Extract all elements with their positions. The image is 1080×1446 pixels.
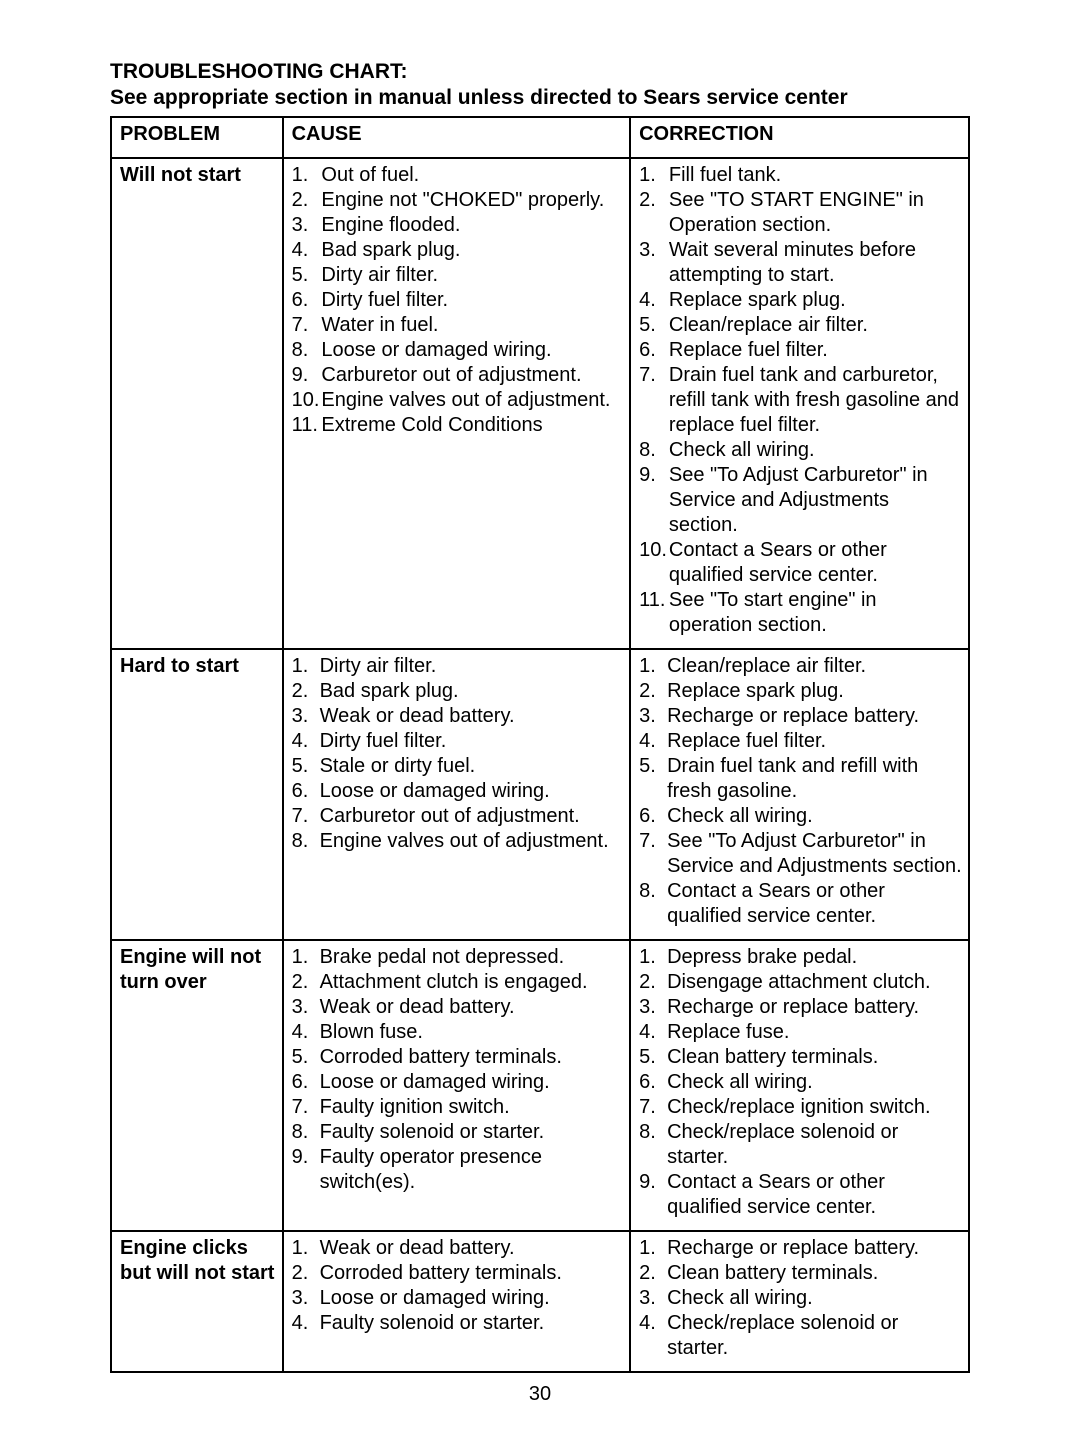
troubleshooting-table: PROBLEM CAUSE CORRECTION Will not start1… [110, 116, 970, 1373]
cause-cell: 1.Weak or dead battery.2.Corroded batter… [283, 1231, 630, 1372]
header-cause: CAUSE [283, 117, 630, 158]
table-row: Engine will not turn over1.Brake pedal n… [111, 940, 969, 1231]
correction-cell: 1.Depress brake pedal.2.Disengage attach… [630, 940, 969, 1231]
page-number: 30 [110, 1383, 970, 1406]
header-problem: PROBLEM [111, 117, 283, 158]
table-row: Will not start1.Out of fuel.2.Engine not… [111, 158, 969, 649]
cause-cell: 1.Out of fuel.2.Engine not "CHOKED" prop… [283, 158, 630, 649]
cause-cell: 1.Dirty air filter.2.Bad spark plug.3.We… [283, 649, 630, 940]
problem-cell: Engine clicks but will not start [111, 1231, 283, 1372]
problem-cell: Hard to start [111, 649, 283, 940]
correction-cell: 1.Recharge or replace battery.2.Clean ba… [630, 1231, 969, 1372]
header-correction: CORRECTION [630, 117, 969, 158]
table-header-row: PROBLEM CAUSE CORRECTION [111, 117, 969, 158]
table-row: Engine clicks but will not start1.Weak o… [111, 1231, 969, 1372]
chart-title: TROUBLESHOOTING CHART: [110, 60, 970, 84]
table-row: Hard to start1.Dirty air filter.2.Bad sp… [111, 649, 969, 940]
problem-cell: Will not start [111, 158, 283, 649]
cause-cell: 1.Brake pedal not depressed.2.Attachment… [283, 940, 630, 1231]
correction-cell: 1.Fill fuel tank.2.See "TO START ENGINE"… [630, 158, 969, 649]
problem-cell: Engine will not turn over [111, 940, 283, 1231]
chart-subtitle: See appropriate section in manual unless… [110, 86, 970, 110]
correction-cell: 1.Clean/replace air filter.2.Replace spa… [630, 649, 969, 940]
